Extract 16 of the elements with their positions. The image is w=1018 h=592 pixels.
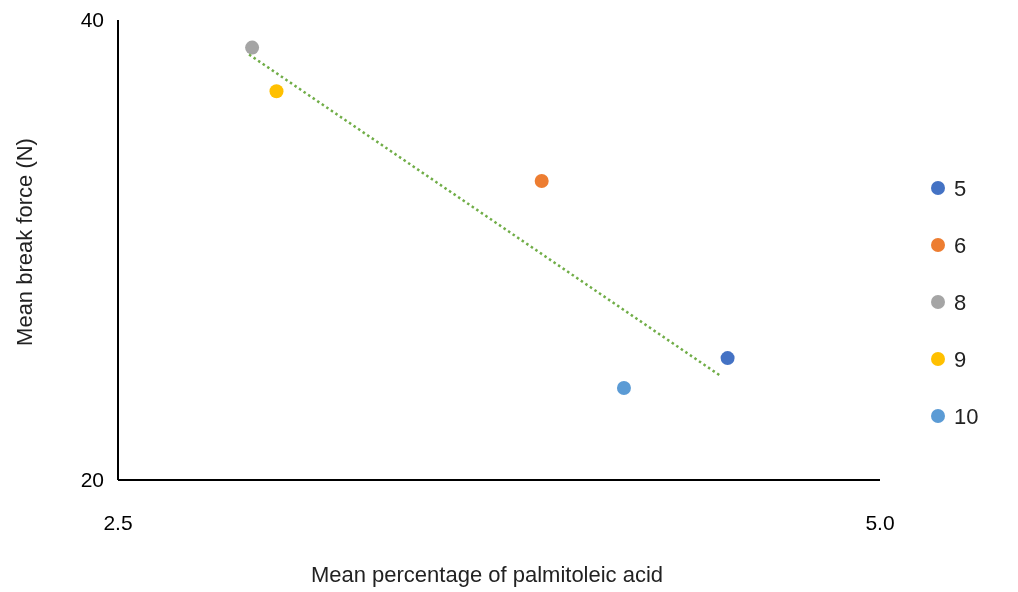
legend-label: 9 [954, 346, 967, 372]
legend-label: 8 [954, 289, 967, 315]
x-tick-label: 5.0 [865, 511, 895, 534]
point [720, 351, 735, 366]
y-tick-label: 20 [80, 468, 104, 492]
point [269, 84, 284, 99]
point [245, 40, 260, 55]
point [534, 174, 549, 188]
y-tick-label: 40 [80, 8, 104, 32]
legend-label: 6 [954, 232, 967, 258]
point [616, 381, 631, 395]
legend-label: 5 [954, 175, 967, 201]
legend-label: 10 [954, 403, 979, 429]
y-axis-title: Mean break force (N) [12, 138, 37, 346]
x-axis-title: Mean percentage of palmitoleic acid [310, 562, 664, 587]
x-tick-label: 2.5 [103, 511, 133, 534]
